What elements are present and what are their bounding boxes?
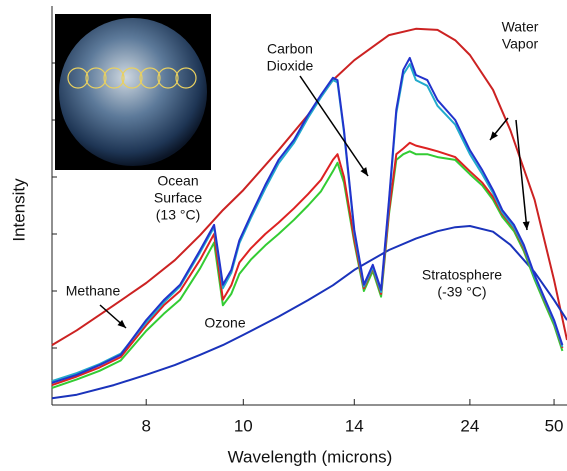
annotation: Vapor xyxy=(502,36,539,52)
annotation: Water xyxy=(502,19,539,35)
annotation: Ocean xyxy=(157,173,198,189)
annotation: Ozone xyxy=(204,315,245,331)
annotation: Dioxide xyxy=(267,58,314,74)
arrow xyxy=(300,76,368,176)
inset-image xyxy=(55,14,211,170)
x-tick-label: 24 xyxy=(460,416,479,435)
arrow-head xyxy=(360,167,368,176)
x-tick-label: 8 xyxy=(141,416,150,435)
annotation: (-39 °C) xyxy=(437,284,486,300)
x-tick-label: 50 xyxy=(545,416,564,435)
spectrum-line xyxy=(52,226,567,398)
annotation: Surface xyxy=(154,190,202,206)
chart: Intensity Wavelength (microns) 8 10 14 24 50… xyxy=(0,0,567,471)
x-axis-label: Wavelength (microns) xyxy=(228,447,393,466)
annotation: Stratosphere xyxy=(422,267,502,283)
x-tick-label: 10 xyxy=(234,416,253,435)
y-axis-label: Intensity xyxy=(9,178,28,242)
annotation: Methane xyxy=(66,283,121,299)
x-tick-label: 14 xyxy=(345,416,364,435)
annotation: (13 °C) xyxy=(156,207,201,223)
annotation: Carbon xyxy=(267,41,313,57)
